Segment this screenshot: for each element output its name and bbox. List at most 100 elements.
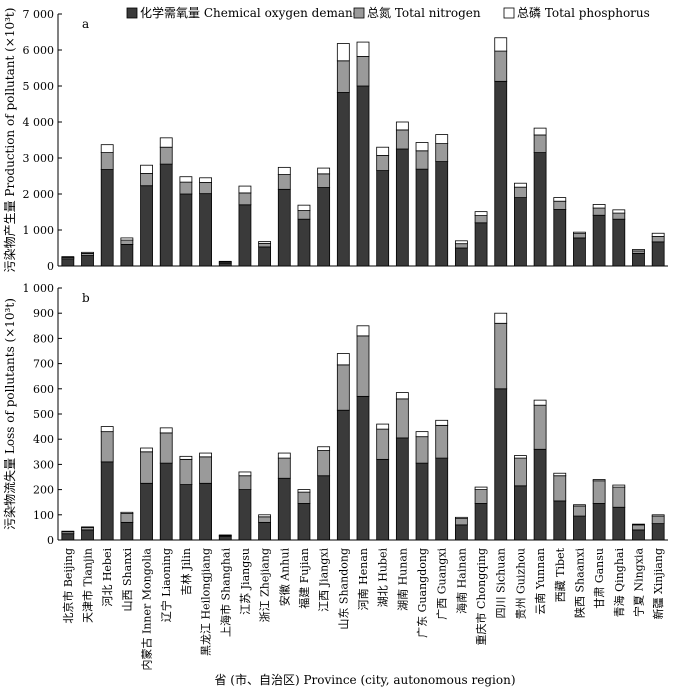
bar-tp xyxy=(317,446,331,451)
panel-b: 0 100 200 300 400 500 600 700 800 900 1 000 b 污染物流失量… xyxy=(2,282,668,547)
x-category-label: 宁夏 Ningxia xyxy=(631,548,645,617)
x-category-label: 江苏 Jiangsu xyxy=(239,548,252,615)
bar-tn xyxy=(199,456,212,484)
bar-tn xyxy=(159,146,173,165)
bar-tn xyxy=(474,489,488,504)
bar-tp xyxy=(395,121,409,131)
bar-tn xyxy=(651,236,665,243)
bar-tp xyxy=(573,504,586,507)
y-tick-label: 0 xyxy=(47,534,54,547)
bar-cod xyxy=(199,193,212,267)
bar-tn xyxy=(612,486,626,508)
bar-tn xyxy=(336,364,350,411)
bar-tp xyxy=(454,516,468,519)
bar-cod xyxy=(317,187,331,267)
bar-cod xyxy=(651,523,665,541)
bar-cod xyxy=(81,529,94,541)
bar-cod xyxy=(573,515,586,541)
bar-tn xyxy=(573,505,586,517)
bar-cod xyxy=(218,535,232,541)
x-category-label: 湖南 Hunan xyxy=(396,548,409,611)
bar-tp xyxy=(297,204,311,211)
y-tick-label: 900 xyxy=(33,307,54,320)
bar-tp xyxy=(415,142,429,152)
bar-cod xyxy=(632,529,645,541)
y-tick-label: 300 xyxy=(33,458,54,471)
bar-tp xyxy=(632,249,645,252)
x-category-label: 甘肃 Gansu xyxy=(593,548,606,609)
bar-tp xyxy=(81,526,94,528)
bar-tp xyxy=(494,312,508,324)
bar-cod xyxy=(494,388,508,541)
bar-tn xyxy=(258,516,272,523)
bar-tn xyxy=(277,174,291,190)
bar-cod xyxy=(415,462,429,541)
legend-label-tn: 总氮 Total nitrogen xyxy=(367,5,481,20)
y-tick-label: 800 xyxy=(33,332,54,345)
bar-tp xyxy=(651,232,665,237)
bar-cod xyxy=(100,461,114,541)
bar-tn xyxy=(277,457,291,479)
bar-cod xyxy=(277,477,291,541)
x-category-label: 重庆市 Chongqing xyxy=(474,548,488,645)
bar-cod xyxy=(533,448,547,541)
y-axis-label: 污染物流失量 Loss of pollutants (×10³t) xyxy=(2,298,17,530)
legend-swatch-cod xyxy=(126,7,138,19)
legend-label-tp: 总磷 Total phosphorus xyxy=(517,5,650,20)
bar-tn xyxy=(651,515,665,525)
bar-cod xyxy=(533,152,547,267)
legend-label-cod: 化学需氧量 Chemical oxygen demand xyxy=(140,5,361,20)
bar-tn xyxy=(553,475,567,502)
x-category-label: 西藏 Tibet xyxy=(554,547,567,602)
bar-tp xyxy=(100,426,114,433)
bar-cod xyxy=(297,503,311,541)
bar-cod xyxy=(218,262,232,267)
bar-tn xyxy=(297,491,311,504)
x-category-label: 浙江 Zhejiang xyxy=(259,548,272,622)
bar-cod xyxy=(120,521,134,541)
y-tick-label: 2 000 xyxy=(23,188,55,201)
x-category-label: 四川 Sichuan xyxy=(495,548,508,619)
bar-tp xyxy=(258,241,272,244)
bar-cod xyxy=(317,475,331,541)
bar-tn xyxy=(120,239,134,245)
bar-tn xyxy=(415,150,429,170)
bar-tp xyxy=(81,251,94,254)
bar-tn xyxy=(454,243,468,249)
y-tick-label: 200 xyxy=(33,484,54,497)
x-category-label: 内蒙古 Inner Mongolia xyxy=(140,548,154,671)
panel-a: 0 1 000 2 000 3 000 4 000 5 000 6 000 7 000 a 污染物… xyxy=(2,8,668,273)
x-axis-label: 省 (市、自治区) Province (city, autonomous reg… xyxy=(214,672,515,687)
bar-tp xyxy=(100,144,114,153)
bar-cod xyxy=(356,85,370,267)
bar-cod xyxy=(376,458,390,541)
legend-swatch-tn xyxy=(353,7,365,19)
bar-cod xyxy=(435,161,449,267)
bar-tp xyxy=(376,423,390,430)
x-category-label: 新疆 Xinjiang xyxy=(651,548,665,620)
bar-tn xyxy=(159,432,173,464)
bar-cod xyxy=(494,80,508,267)
y-tick-label: 0 xyxy=(47,260,54,273)
bar-tn xyxy=(140,173,153,187)
x-category-label: 山东 Shandong xyxy=(337,548,350,630)
bar-tn xyxy=(179,458,193,485)
x-category-label: 贵州 Guizhou xyxy=(514,548,527,619)
bar-tp xyxy=(494,37,508,52)
x-category-label: 广东 Guangdong xyxy=(416,548,429,638)
bar-tp xyxy=(533,127,547,136)
bar-cod xyxy=(474,503,488,541)
bar-tp xyxy=(592,204,606,209)
bar-cod xyxy=(238,489,252,541)
bar-tn xyxy=(336,60,350,93)
bar-cod xyxy=(179,484,193,541)
bar-tn xyxy=(553,200,567,210)
x-category-label: 山西 Shanxi xyxy=(121,548,134,612)
bar-tp xyxy=(553,472,567,477)
bar-cod xyxy=(592,503,606,541)
bar-cod xyxy=(474,222,488,267)
bar-cod xyxy=(277,188,291,267)
x-category-label: 福建 Fujian xyxy=(297,548,311,609)
bar-tn xyxy=(238,475,252,490)
y-tick-label: 100 xyxy=(33,509,54,522)
